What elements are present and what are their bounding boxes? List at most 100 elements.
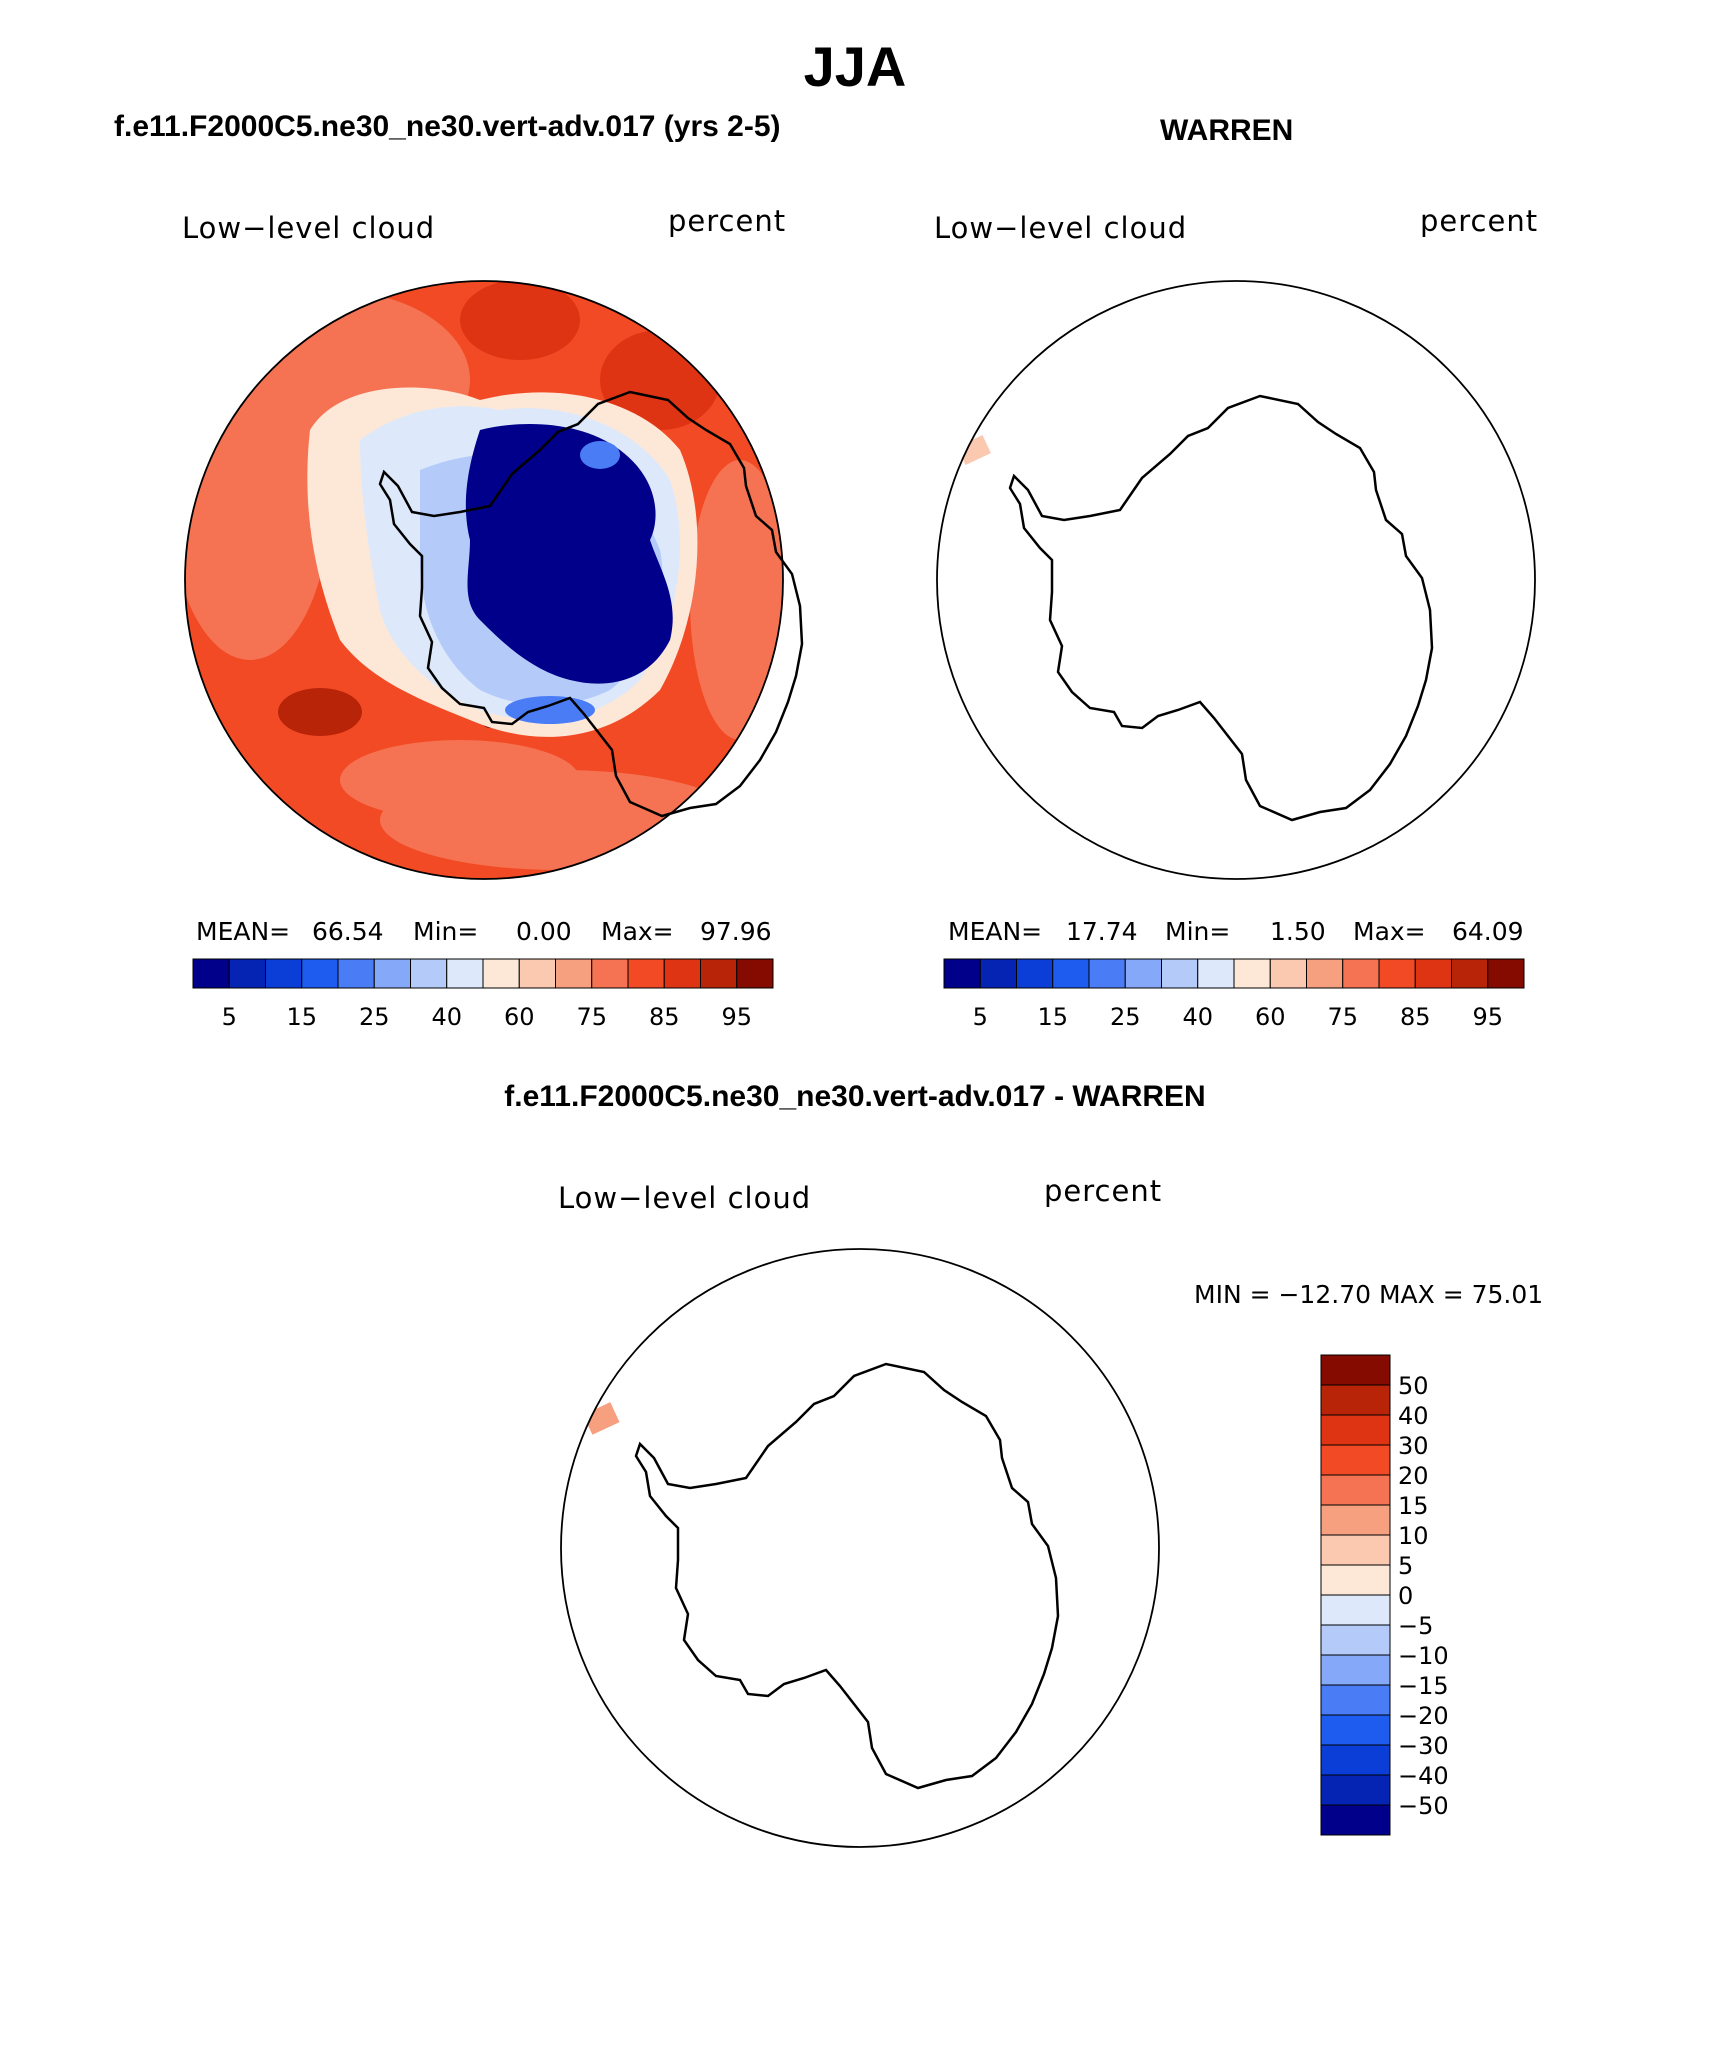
right-units-label: percent xyxy=(1420,204,1539,238)
diff-units-label: percent xyxy=(1044,1174,1163,1208)
colorbar-box xyxy=(1320,1624,1391,1656)
colorbar-box xyxy=(1320,1684,1391,1716)
right-min-label: Min= xyxy=(1165,917,1231,946)
colorbar-box xyxy=(1320,1534,1391,1566)
colorbar-tick-label: 95 xyxy=(1472,1003,1503,1031)
colorbar-box xyxy=(627,958,665,989)
colorbar-box xyxy=(1320,1414,1391,1446)
colorbar-tick-label: 85 xyxy=(649,1003,680,1031)
colorbar-box xyxy=(1320,1504,1391,1536)
colorbar-box xyxy=(1016,958,1054,989)
right-max-label: Max= xyxy=(1353,917,1426,946)
colorbar-box xyxy=(1320,1384,1391,1416)
colorbar-tick-label: −20 xyxy=(1398,1702,1449,1730)
colorbar-tick-label: 25 xyxy=(359,1003,390,1031)
left-colorbar: 5 15 25 40 60 75 85 95 xyxy=(192,958,774,1031)
left-model-map xyxy=(184,280,804,880)
colorbar-box xyxy=(1197,958,1235,989)
left-min-value: 0.00 xyxy=(516,917,572,946)
colorbar-box xyxy=(1052,958,1090,989)
colorbar-box xyxy=(700,958,738,989)
colorbar-tick-label: 40 xyxy=(1182,1003,1213,1031)
colorbar-tick-label: 0 xyxy=(1398,1582,1413,1610)
colorbar-tick-label: −10 xyxy=(1398,1642,1449,1670)
colorbar-box xyxy=(1451,958,1489,989)
colorbar-tick-label: 5 xyxy=(222,1003,237,1031)
colorbar-tick-label: 15 xyxy=(1398,1492,1429,1520)
colorbar-box xyxy=(228,958,266,989)
diff-variable-label: Low−level cloud xyxy=(558,1181,812,1215)
colorbar-box xyxy=(1414,958,1452,989)
colorbar-tick-label: 5 xyxy=(973,1003,988,1031)
colorbar-tick-label: 85 xyxy=(1400,1003,1431,1031)
right-mean-label: MEAN= xyxy=(948,917,1043,946)
colorbar-box xyxy=(265,958,303,989)
colorbar-tick-label: 95 xyxy=(721,1003,752,1031)
colorbar-box xyxy=(736,958,774,989)
left-mean-value: 66.54 xyxy=(312,917,384,946)
left-min-label: Min= xyxy=(413,917,479,946)
colorbar-box xyxy=(446,958,484,989)
figure-title: JJA xyxy=(803,35,907,98)
colorbar-box xyxy=(1088,958,1126,989)
colorbar-box xyxy=(301,958,339,989)
colorbar-tick-label: 25 xyxy=(1110,1003,1141,1031)
right-panel-title: WARREN xyxy=(1160,114,1294,147)
colorbar-box xyxy=(1487,958,1525,989)
colorbar-box xyxy=(1320,1654,1391,1686)
colorbar-tick-label: 20 xyxy=(1398,1462,1429,1490)
colorbar-box xyxy=(518,958,556,989)
colorbar-tick-label: 40 xyxy=(1398,1402,1429,1430)
colorbar-box xyxy=(1124,958,1162,989)
right-mean-value: 17.74 xyxy=(1066,917,1138,946)
diff-panel-title: f.e11.F2000C5.ne30_ne30.vert-adv.017 - W… xyxy=(504,1080,1206,1113)
colorbar-box xyxy=(943,958,981,989)
colorbar-tick-label: −40 xyxy=(1398,1762,1449,1790)
colorbar-tick-label: 30 xyxy=(1398,1432,1429,1460)
colorbar-box xyxy=(1320,1354,1391,1386)
left-units-label: percent xyxy=(668,204,787,238)
colorbar-tick-label: 60 xyxy=(504,1003,535,1031)
colorbar-box xyxy=(482,958,520,989)
colorbar-box xyxy=(1320,1594,1391,1626)
colorbar-box xyxy=(410,958,448,989)
colorbar-box xyxy=(1320,1714,1391,1746)
colorbar-box xyxy=(663,958,701,989)
left-panel-title: f.e11.F2000C5.ne30_ne30.vert-adv.017 (yr… xyxy=(114,110,781,143)
colorbar-tick-label: 15 xyxy=(286,1003,317,1031)
colorbar-tick-label: 75 xyxy=(576,1003,607,1031)
left-variable-label: Low−level cloud xyxy=(182,211,436,245)
colorbar-tick-label: 75 xyxy=(1327,1003,1358,1031)
difference-map xyxy=(560,1248,1160,1848)
colorbar-box xyxy=(1320,1564,1391,1596)
right-variable-label: Low−level cloud xyxy=(934,211,1188,245)
right-min-value: 1.50 xyxy=(1270,917,1326,946)
right-colorbar: 5 15 25 40 60 75 85 95 xyxy=(943,958,1525,1031)
colorbar-box xyxy=(337,958,375,989)
colorbar-box xyxy=(979,958,1017,989)
right-observation-map xyxy=(936,280,1536,880)
colorbar-box xyxy=(1320,1804,1391,1836)
colorbar-box xyxy=(1306,958,1344,989)
colorbar-tick-label: 5 xyxy=(1398,1552,1413,1580)
colorbar-box xyxy=(1233,958,1271,989)
diff-minmax-text: MIN = −12.70 MAX = 75.01 xyxy=(1194,1280,1544,1309)
colorbar-tick-label: −50 xyxy=(1398,1792,1449,1820)
left-max-label: Max= xyxy=(601,917,674,946)
colorbar-box xyxy=(1378,958,1416,989)
colorbar-box xyxy=(373,958,411,989)
colorbar-box xyxy=(1320,1744,1391,1776)
colorbar-tick-label: 40 xyxy=(431,1003,462,1031)
colorbar-box xyxy=(591,958,629,989)
colorbar-box xyxy=(1342,958,1380,989)
right-max-value: 64.09 xyxy=(1452,917,1524,946)
colorbar-tick-label: 15 xyxy=(1037,1003,1068,1031)
left-mean-label: MEAN= xyxy=(196,917,291,946)
colorbar-box xyxy=(1269,958,1307,989)
colorbar-tick-label: −15 xyxy=(1398,1672,1449,1700)
colorbar-tick-label: 50 xyxy=(1398,1372,1429,1400)
colorbar-tick-label: 10 xyxy=(1398,1522,1429,1550)
colorbar-tick-label: −5 xyxy=(1398,1612,1433,1640)
